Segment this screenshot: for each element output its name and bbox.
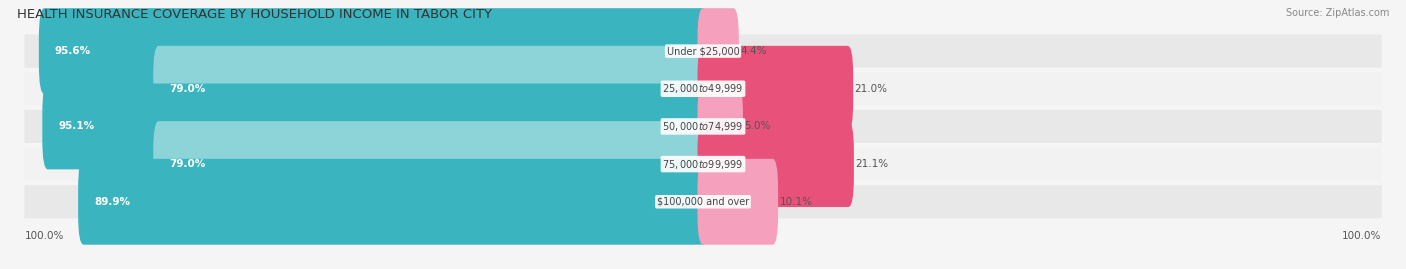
FancyBboxPatch shape	[24, 147, 1382, 181]
Text: 79.0%: 79.0%	[169, 84, 205, 94]
Text: HEALTH INSURANCE COVERAGE BY HOUSEHOLD INCOME IN TABOR CITY: HEALTH INSURANCE COVERAGE BY HOUSEHOLD I…	[17, 8, 492, 21]
FancyBboxPatch shape	[42, 83, 709, 169]
FancyBboxPatch shape	[697, 159, 778, 245]
FancyBboxPatch shape	[697, 8, 738, 94]
FancyBboxPatch shape	[697, 83, 742, 169]
Text: $50,000 to $74,999: $50,000 to $74,999	[662, 120, 744, 133]
FancyBboxPatch shape	[39, 8, 709, 94]
Text: 4.4%: 4.4%	[740, 46, 766, 56]
FancyBboxPatch shape	[697, 46, 853, 132]
Text: 100.0%: 100.0%	[1343, 231, 1382, 241]
Text: Source: ZipAtlas.com: Source: ZipAtlas.com	[1285, 8, 1389, 18]
Text: 89.9%: 89.9%	[94, 197, 129, 207]
FancyBboxPatch shape	[24, 34, 1382, 68]
FancyBboxPatch shape	[153, 121, 709, 207]
Text: 5.0%: 5.0%	[744, 121, 770, 132]
Text: 95.1%: 95.1%	[58, 121, 94, 132]
FancyBboxPatch shape	[24, 185, 1382, 218]
Text: 95.6%: 95.6%	[55, 46, 91, 56]
FancyBboxPatch shape	[153, 46, 709, 132]
Text: Under $25,000: Under $25,000	[666, 46, 740, 56]
Text: $100,000 and over: $100,000 and over	[657, 197, 749, 207]
FancyBboxPatch shape	[24, 110, 1382, 143]
Text: 100.0%: 100.0%	[24, 231, 63, 241]
Text: 79.0%: 79.0%	[169, 159, 205, 169]
Text: 10.1%: 10.1%	[779, 197, 813, 207]
FancyBboxPatch shape	[697, 121, 853, 207]
FancyBboxPatch shape	[24, 72, 1382, 105]
Text: 21.1%: 21.1%	[855, 159, 889, 169]
FancyBboxPatch shape	[79, 159, 709, 245]
Text: $75,000 to $99,999: $75,000 to $99,999	[662, 158, 744, 171]
Text: $25,000 to $49,999: $25,000 to $49,999	[662, 82, 744, 95]
Text: 21.0%: 21.0%	[855, 84, 887, 94]
